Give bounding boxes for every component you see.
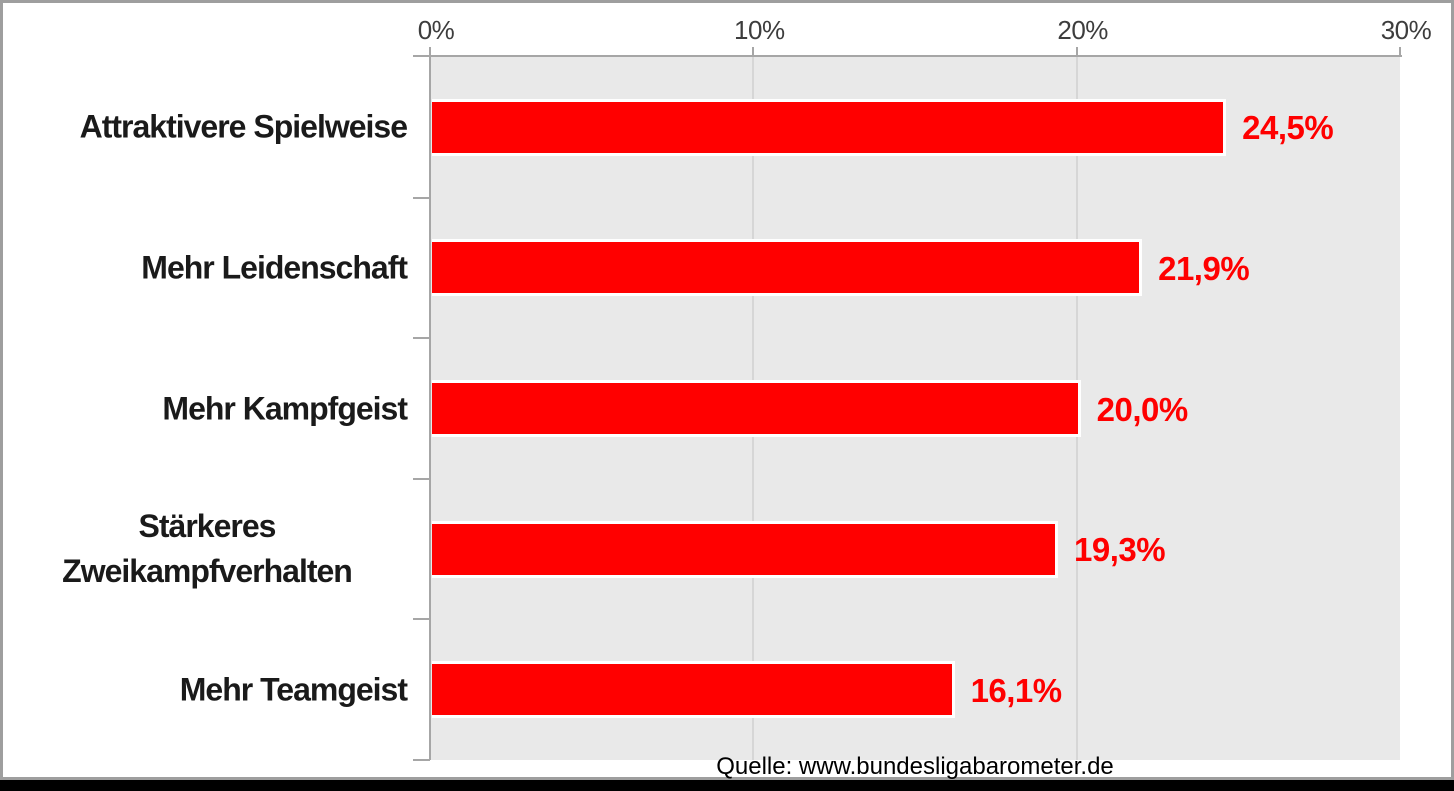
x-axis-tick-label: 30% bbox=[1380, 15, 1432, 45]
bar-3 bbox=[432, 380, 1081, 437]
y-axis-line bbox=[429, 47, 431, 760]
x-axis-line bbox=[413, 55, 1402, 57]
x-axis-tick-30% bbox=[1399, 47, 1401, 56]
x-axis-tick-10% bbox=[752, 47, 755, 56]
value-label: 20,0% bbox=[1096, 390, 1189, 428]
y-axis-tick bbox=[413, 477, 430, 480]
x-axis-tick-20% bbox=[1075, 47, 1078, 56]
y-axis-tick bbox=[413, 618, 430, 621]
category-label: Mehr Leidenschaft bbox=[141, 249, 408, 286]
bar-1 bbox=[432, 98, 1227, 156]
category-label: Mehr Kampfgeist bbox=[162, 390, 408, 426]
category-label: Stärkeres Zweikampfverhalten bbox=[62, 508, 353, 590]
y-axis-tick bbox=[413, 196, 430, 199]
bar-2 bbox=[432, 239, 1143, 297]
value-label: 16,1% bbox=[970, 671, 1063, 709]
value-label: 24,5% bbox=[1242, 109, 1334, 147]
x-axis-tick-label: 20% bbox=[1057, 15, 1108, 45]
y-axis-tick bbox=[413, 337, 430, 340]
category-label: Attraktivere Spielweise bbox=[79, 108, 408, 145]
value-label: 19,3% bbox=[1074, 531, 1166, 569]
x-axis-tick-label: 10% bbox=[734, 15, 785, 45]
y-axis-tick bbox=[413, 759, 430, 761]
category-label: Mehr Teamgeist bbox=[179, 671, 408, 708]
value-label: 21,9% bbox=[1158, 249, 1250, 287]
bar-5 bbox=[432, 661, 955, 719]
x-axis-tick-0% bbox=[429, 47, 431, 56]
source-caption: Quelle: www.bundesligabarometer.de bbox=[716, 753, 1114, 780]
bar-4 bbox=[432, 520, 1059, 578]
x-axis-tick-label: 0% bbox=[417, 15, 455, 45]
